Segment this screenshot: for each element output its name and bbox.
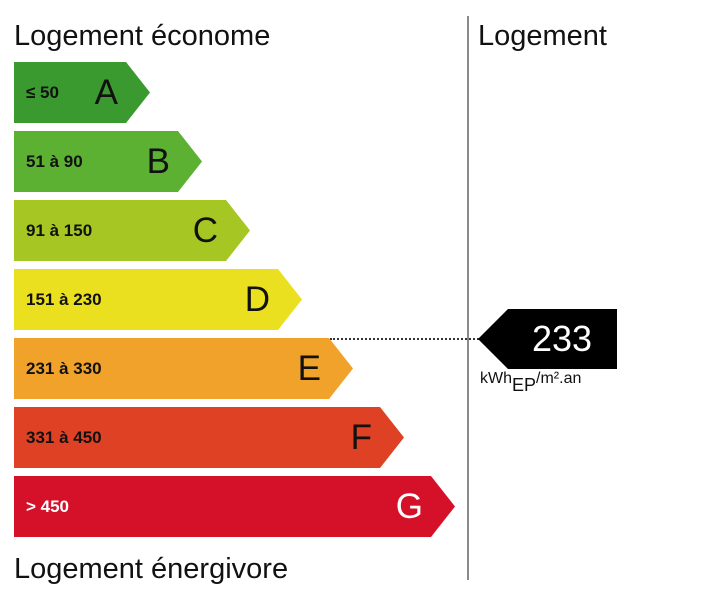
energy-band-range: > 450 <box>26 497 70 516</box>
energy-band-b: 51 à 90 B <box>14 131 202 192</box>
energy-band-arrow <box>14 407 404 468</box>
energy-band-range: 151 à 230 <box>26 290 102 309</box>
energy-band-letter: G <box>395 487 423 526</box>
energy-band-arrow <box>14 200 250 261</box>
indicator-value: 233 <box>531 318 593 359</box>
energy-band-letter: B <box>146 142 170 181</box>
unit-subscript: EP <box>512 375 537 395</box>
energy-band-range: 331 à 450 <box>26 428 102 447</box>
energy-band-letter: E <box>297 349 321 388</box>
energy-band-letter: D <box>244 280 270 319</box>
energy-band-arrow <box>14 338 353 399</box>
bottom-heading: Logement énergivore <box>14 553 289 585</box>
energy-band-arrow <box>14 476 455 537</box>
column-divider <box>467 16 469 580</box>
energy-band-letter: A <box>94 73 118 112</box>
indicator-dotted-leader <box>330 338 482 340</box>
energy-band-range: ≤ 50 <box>26 83 59 102</box>
unit-main: kWh <box>480 370 512 387</box>
energy-band-c: 91 à 150 C <box>14 200 250 261</box>
indicator-arrow-shape <box>478 309 617 369</box>
energy-band-range: 91 à 150 <box>26 221 93 240</box>
indicator-unit: kWhEP/m².an <box>480 370 581 396</box>
right-heading: Logement <box>478 20 607 52</box>
energy-band-f: 331 à 450 F <box>14 407 404 468</box>
unit-tail: /m².an <box>536 370 582 387</box>
energy-band-d: 151 à 230 D <box>14 269 302 330</box>
energy-band-arrow <box>14 269 302 330</box>
energy-band-range: 51 à 90 <box>26 152 83 171</box>
energy-band-arrow <box>14 62 150 123</box>
energy-band-range: 231 à 330 <box>26 359 102 378</box>
energy-band-g: > 450 G <box>14 476 455 537</box>
energy-band-a: ≤ 50 A <box>14 62 150 123</box>
indicator-marker: 233 <box>478 309 618 369</box>
energy-band-letter: F <box>350 418 372 457</box>
energy-band-e: 231 à 330 E <box>14 338 353 399</box>
energy-band-letter: C <box>192 211 218 250</box>
top-heading: Logement économe <box>14 20 271 52</box>
energy-band-arrow <box>14 131 202 192</box>
